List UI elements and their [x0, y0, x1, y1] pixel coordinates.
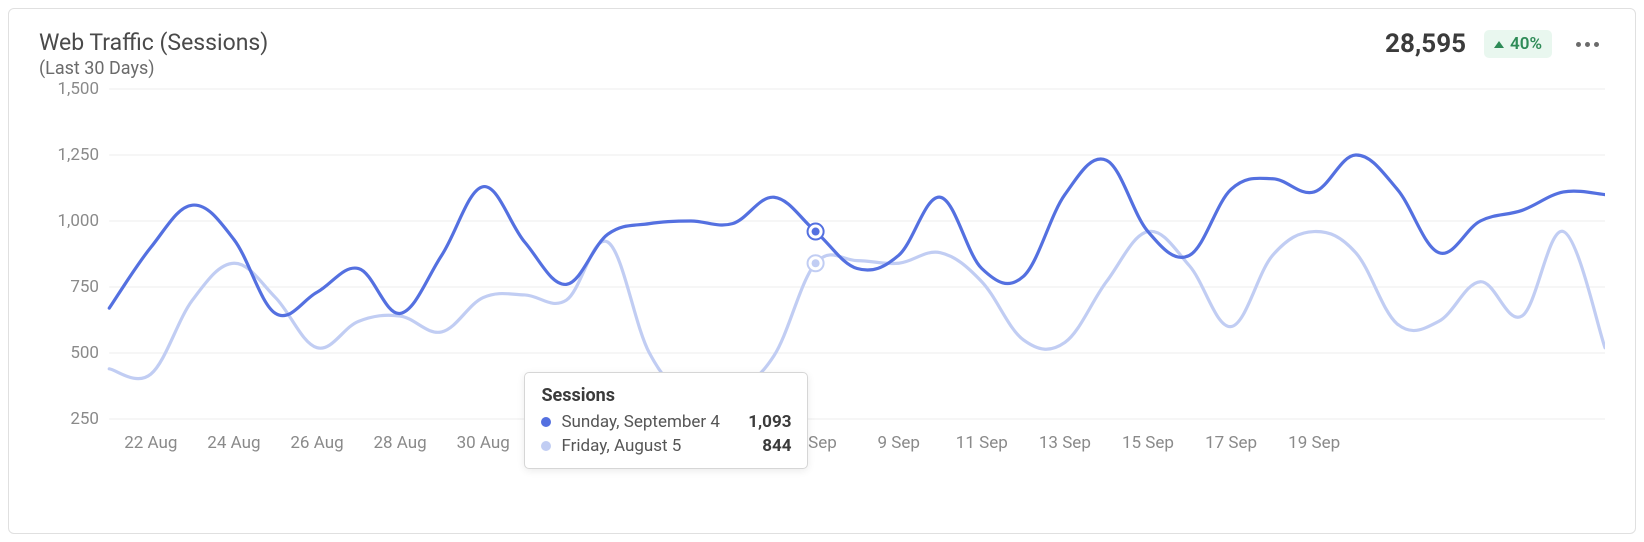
- metrics: 28,595 40%: [1385, 29, 1605, 59]
- x-tick-label: 17 Sep: [1205, 433, 1257, 453]
- title-block: Web Traffic (Sessions) (Last 30 Days): [39, 29, 1385, 79]
- tooltip-value: 1,093: [748, 412, 791, 432]
- x-tick-label: 28 Aug: [373, 433, 426, 453]
- y-tick-label: 1,250: [39, 145, 99, 165]
- hover-marker-dot: [812, 259, 820, 267]
- x-tick-label: 26 Aug: [290, 433, 343, 453]
- y-tick-label: 1,500: [39, 79, 99, 99]
- more-menu-icon[interactable]: [1570, 36, 1605, 53]
- card-header: Web Traffic (Sessions) (Last 30 Days) 28…: [9, 9, 1635, 79]
- total-value: 28,595: [1385, 29, 1466, 59]
- tooltip-label: Friday, August 5: [561, 436, 740, 456]
- tooltip-dot-icon: [541, 441, 551, 451]
- traffic-card: Web Traffic (Sessions) (Last 30 Days) 28…: [8, 8, 1636, 534]
- caret-up-icon: [1494, 41, 1504, 48]
- y-tick-label: 500: [39, 343, 99, 363]
- y-tick-label: 1,000: [39, 211, 99, 231]
- x-tick-label: 11 Sep: [956, 433, 1008, 453]
- x-tick-label: 19 Sep: [1288, 433, 1340, 453]
- series-line-current: [109, 155, 1605, 316]
- x-tick-label: 30 Aug: [457, 433, 510, 453]
- x-tick-label: 24 Aug: [207, 433, 260, 453]
- delta-badge: 40%: [1484, 30, 1552, 58]
- tooltip-row: Friday, August 5 844: [541, 436, 791, 456]
- x-tick-label: 15 Sep: [1122, 433, 1174, 453]
- card-title: Web Traffic (Sessions): [39, 29, 1385, 56]
- tooltip-label: Sunday, September 4: [561, 412, 726, 432]
- chart-tooltip: Sessions Sunday, September 4 1,093 Friday, …: [524, 372, 808, 469]
- chart-plot[interactable]: 250 500 750 1,000 1,250 1,500 22 Aug 24 Aug 26 A…: [39, 79, 1605, 459]
- card-subtitle: (Last 30 Days): [39, 58, 1385, 79]
- y-tick-label: 750: [39, 277, 99, 297]
- tooltip-row: Sunday, September 4 1,093: [541, 412, 791, 432]
- series-line-previous: [109, 231, 1605, 401]
- chart-wrapper: 250 500 750 1,000 1,250 1,500 22 Aug 24 Aug 26 A…: [9, 79, 1635, 479]
- x-tick-label: 22 Aug: [124, 433, 177, 453]
- x-tick-label: 9 Sep: [877, 433, 919, 453]
- hover-marker-dot: [812, 228, 820, 236]
- x-tick-label: 13 Sep: [1039, 433, 1091, 453]
- tooltip-value: 844: [762, 436, 791, 456]
- y-tick-label: 250: [39, 409, 99, 429]
- tooltip-title: Sessions: [541, 385, 791, 406]
- tooltip-dot-icon: [541, 417, 551, 427]
- delta-text: 40%: [1510, 34, 1542, 54]
